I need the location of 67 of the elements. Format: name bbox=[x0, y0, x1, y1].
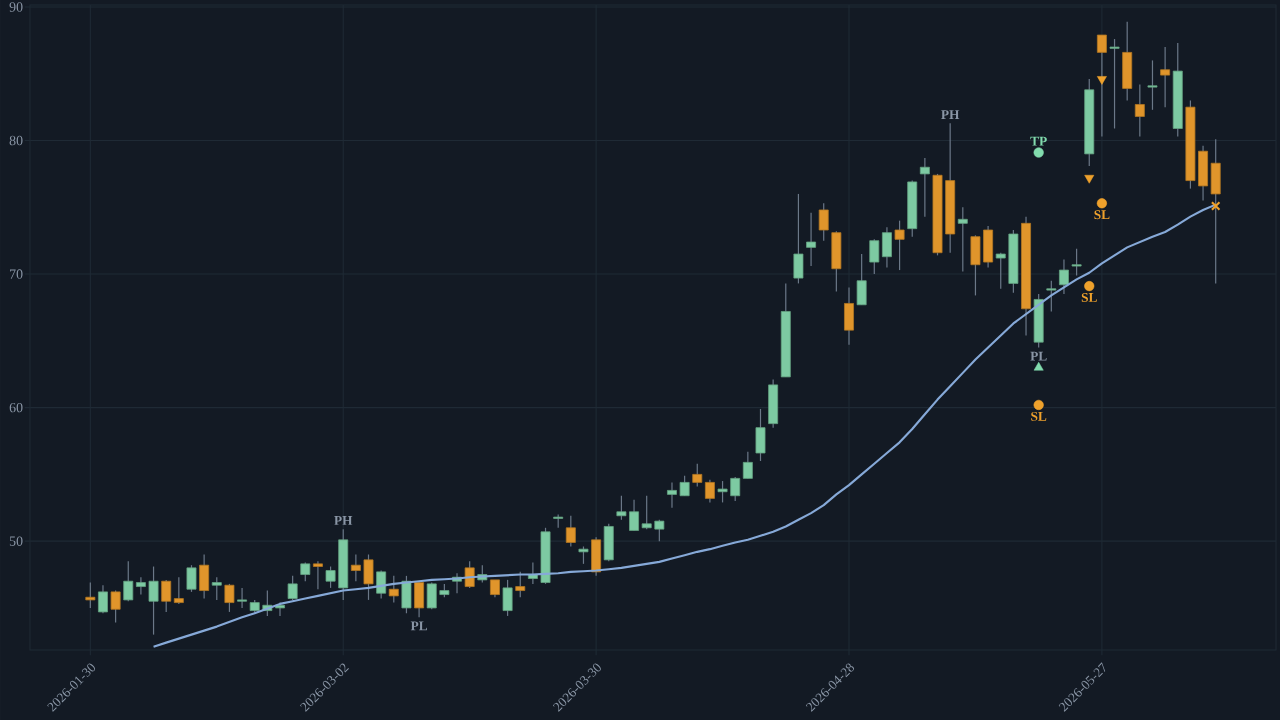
candlestick bbox=[717, 480, 728, 504]
candlestick bbox=[692, 463, 703, 487]
candlestick bbox=[135, 576, 146, 596]
point bbox=[1033, 147, 1044, 158]
candlestick bbox=[869, 238, 880, 275]
candlestick bbox=[667, 481, 677, 509]
y-tick-label: 60 bbox=[9, 402, 23, 413]
candlestick bbox=[1134, 83, 1145, 138]
candlestick bbox=[502, 579, 513, 617]
series-label: TP bbox=[1030, 136, 1047, 146]
candlestick bbox=[616, 495, 627, 521]
point bbox=[1210, 201, 1221, 211]
candlestick bbox=[1046, 280, 1057, 313]
text: PL bbox=[1030, 351, 1047, 361]
point bbox=[1096, 198, 1107, 209]
candlestick bbox=[186, 564, 197, 593]
candlestick bbox=[388, 575, 399, 604]
candlestick bbox=[224, 583, 235, 613]
candlestick bbox=[85, 581, 96, 609]
candlestick bbox=[98, 584, 108, 614]
candlestick bbox=[312, 560, 323, 590]
candlestick bbox=[1109, 38, 1120, 130]
candlestick bbox=[1160, 46, 1171, 108]
candlestick bbox=[287, 575, 298, 601]
candlestick bbox=[325, 565, 336, 589]
candlestick bbox=[237, 587, 248, 609]
y-tick-label: 90 bbox=[9, 2, 23, 12]
series-label: SL bbox=[1081, 293, 1097, 302]
candlestick bbox=[957, 206, 968, 272]
candlestick bbox=[110, 589, 121, 624]
candlestick bbox=[1071, 248, 1082, 276]
point bbox=[1097, 76, 1107, 85]
candlestick bbox=[894, 220, 905, 271]
point bbox=[1084, 281, 1095, 292]
text: PH bbox=[334, 516, 353, 525]
candlestick bbox=[1147, 59, 1158, 111]
text: SL bbox=[1031, 411, 1047, 421]
candlestick bbox=[173, 576, 184, 605]
candlestick bbox=[629, 499, 639, 532]
candlestick bbox=[1059, 258, 1069, 295]
candlestick bbox=[742, 451, 753, 479]
candlestick bbox=[515, 571, 526, 598]
candlestick bbox=[148, 565, 159, 636]
candlestick bbox=[730, 476, 741, 502]
candlestick bbox=[679, 475, 690, 497]
candlestick bbox=[123, 560, 134, 602]
point bbox=[1033, 399, 1044, 411]
candlestick bbox=[995, 252, 1006, 290]
candlestick bbox=[818, 202, 829, 242]
candlestick bbox=[565, 515, 576, 548]
text: PH bbox=[941, 110, 960, 119]
y-tick-label: 50 bbox=[9, 536, 23, 546]
candlestick bbox=[1096, 34, 1107, 138]
candlestick bbox=[350, 553, 361, 582]
text: SL bbox=[1094, 210, 1110, 220]
candlestick bbox=[211, 576, 222, 601]
y-tick-label: 70 bbox=[10, 269, 23, 279]
candlestick bbox=[806, 212, 817, 267]
candlestick bbox=[464, 560, 475, 589]
point bbox=[1033, 361, 1044, 371]
candlestick bbox=[704, 479, 715, 504]
point bbox=[1084, 174, 1095, 184]
candlestick bbox=[919, 157, 930, 218]
y-tick-label: 80 bbox=[9, 135, 23, 146]
text: PL bbox=[410, 621, 428, 631]
candlestick bbox=[641, 495, 652, 530]
candlestick bbox=[161, 579, 172, 613]
